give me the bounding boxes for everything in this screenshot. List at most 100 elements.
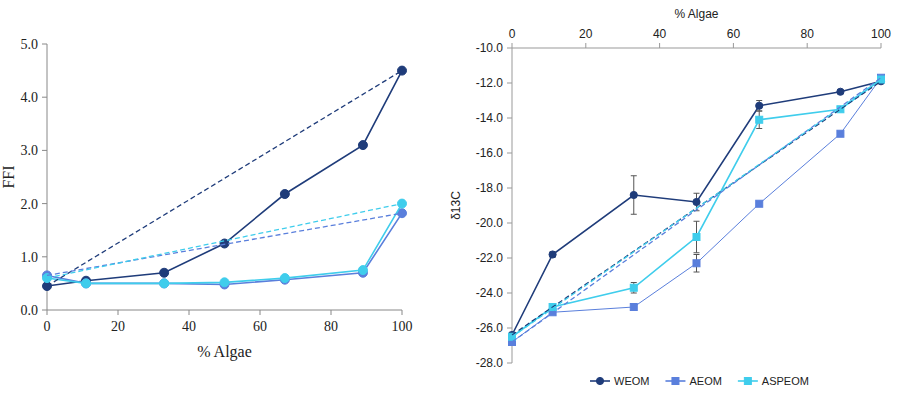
error-bar-cap: [694, 254, 700, 255]
error-bar: [756, 111, 762, 129]
data-point: [549, 251, 556, 258]
y-tick-label: -28.0: [476, 356, 504, 370]
y-tick-label: -20.0: [476, 216, 504, 230]
x-tick: [331, 310, 332, 315]
legend-marker: [596, 377, 603, 384]
x-tick: [260, 310, 261, 315]
data-point: [82, 279, 91, 288]
x-tick-label: 100: [871, 27, 891, 41]
error-bar: [631, 176, 637, 215]
data-point: [693, 260, 700, 267]
y-axis-label: FFI: [0, 165, 17, 188]
legend: WEOMAEOMASPEOM: [590, 375, 809, 387]
plot-area: [508, 74, 884, 345]
error-bar-cap: [756, 111, 762, 112]
data-point: [693, 198, 700, 205]
chart: 0204060801000.01.02.03.04.05.0% AlgaeFFI: [0, 37, 413, 361]
x-tick: [189, 310, 190, 315]
error-bar-cap: [694, 252, 700, 253]
x-tick-label: 60: [727, 27, 741, 41]
x-tick-label: 60: [253, 319, 267, 334]
y-axis-label: δ13C: [449, 191, 463, 220]
y-tick-label: 1.0: [21, 250, 39, 265]
y-tick: [507, 83, 512, 84]
x-axis: [47, 310, 402, 311]
data-point: [756, 116, 763, 123]
x-tick-label: 0: [44, 319, 51, 334]
data-point: [82, 279, 91, 288]
error-bar-cap: [756, 100, 762, 101]
data-point: [837, 88, 844, 95]
mixing-line: [512, 80, 881, 337]
mixing-line: [47, 213, 402, 275]
y-tick: [507, 293, 512, 294]
error-bar: [694, 255, 700, 273]
series-line: [47, 204, 402, 284]
data-point: [160, 279, 169, 288]
data-point: [837, 130, 844, 137]
data-point: [220, 278, 229, 287]
chart: 020406080100-28.0-26.0-24.0-22.0-20.0-18…: [449, 7, 891, 387]
y-tick-label: -14.0: [476, 111, 504, 125]
y-tick-label: -18.0: [476, 181, 504, 195]
x-tick: [118, 310, 119, 315]
x-tick-label: 40: [182, 319, 196, 334]
data-point: [756, 102, 763, 109]
y-tick: [507, 48, 512, 49]
legend-label: AEOM: [689, 375, 721, 387]
error-bar: [756, 101, 762, 112]
y-tick-label: -10.0: [476, 41, 504, 55]
y-tick: [507, 363, 512, 364]
x-tick-label: 100: [392, 319, 413, 334]
x-axis: [512, 48, 881, 49]
error-bar: [631, 283, 637, 294]
y-tick: [42, 203, 47, 204]
error-bar-cap: [694, 193, 700, 194]
x-tick: [512, 43, 513, 48]
error-bar-cap: [631, 175, 637, 176]
data-point: [398, 66, 407, 75]
data-point: [358, 266, 367, 275]
chart-canvas: 0204060801000.01.02.03.04.05.0% AlgaeFFI…: [0, 0, 923, 403]
error-bar-cap: [694, 221, 700, 222]
x-tick: [807, 43, 808, 48]
x-tick-label: 40: [653, 27, 667, 41]
x-tick-label: 0: [509, 27, 516, 41]
x-tick: [585, 43, 586, 48]
series-line: [47, 213, 402, 284]
legend-label: ASPEOM: [762, 375, 809, 387]
error-bar-cap: [756, 128, 762, 129]
error-bar-cap: [756, 111, 762, 112]
y-tick-label: 4.0: [21, 90, 39, 105]
x-tick-label: 20: [111, 319, 125, 334]
y-tick: [507, 328, 512, 329]
y-tick-label: -12.0: [476, 76, 504, 90]
y-tick: [507, 258, 512, 259]
data-point: [160, 268, 169, 277]
y-tick-label: -22.0: [476, 251, 504, 265]
legend-marker: [744, 378, 751, 385]
data-point: [280, 190, 289, 199]
x-tick: [402, 310, 403, 315]
y-axis: [512, 48, 513, 363]
y-tick: [42, 150, 47, 151]
data-point: [630, 191, 637, 198]
y-tick: [42, 44, 47, 45]
y-tick-label: -24.0: [476, 286, 504, 300]
y-tick-label: 3.0: [21, 143, 39, 158]
data-point: [358, 141, 367, 150]
x-tick: [881, 43, 882, 48]
y-tick: [507, 118, 512, 119]
mixing-line: [47, 204, 402, 278]
x-tick: [659, 43, 660, 48]
y-tick: [42, 310, 47, 311]
y-tick: [507, 188, 512, 189]
y-tick-label: 5.0: [21, 37, 39, 52]
y-tick-label: 2.0: [21, 197, 39, 212]
y-tick: [42, 97, 47, 98]
y-tick: [507, 223, 512, 224]
data-point: [160, 279, 169, 288]
y-tick-label: 0.0: [21, 303, 39, 318]
y-tick-label: -16.0: [476, 146, 504, 160]
x-tick-label: 80: [324, 319, 338, 334]
